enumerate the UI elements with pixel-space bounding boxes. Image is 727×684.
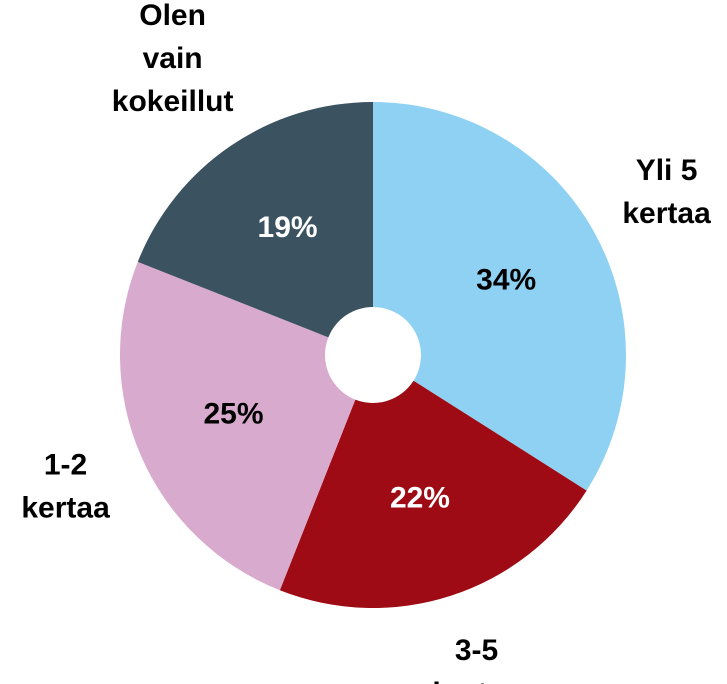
category-label: Yli 5 kertaa: [622, 154, 711, 230]
value-label: 22%: [390, 481, 450, 514]
value-label: 34%: [476, 264, 536, 297]
slice: [373, 102, 627, 491]
slice: [279, 380, 587, 608]
slice: [137, 102, 373, 338]
value-label: 19%: [258, 211, 318, 244]
category-label: 1-2 kertaa: [21, 448, 110, 524]
category-label: Olen vain kokeillut: [112, 0, 234, 118]
value-label: 25%: [203, 397, 263, 430]
slice: [120, 261, 356, 591]
